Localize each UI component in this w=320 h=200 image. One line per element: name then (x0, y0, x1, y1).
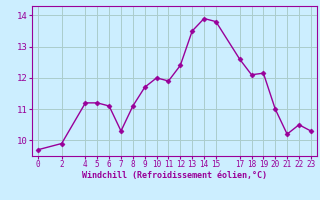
X-axis label: Windchill (Refroidissement éolien,°C): Windchill (Refroidissement éolien,°C) (82, 171, 267, 180)
